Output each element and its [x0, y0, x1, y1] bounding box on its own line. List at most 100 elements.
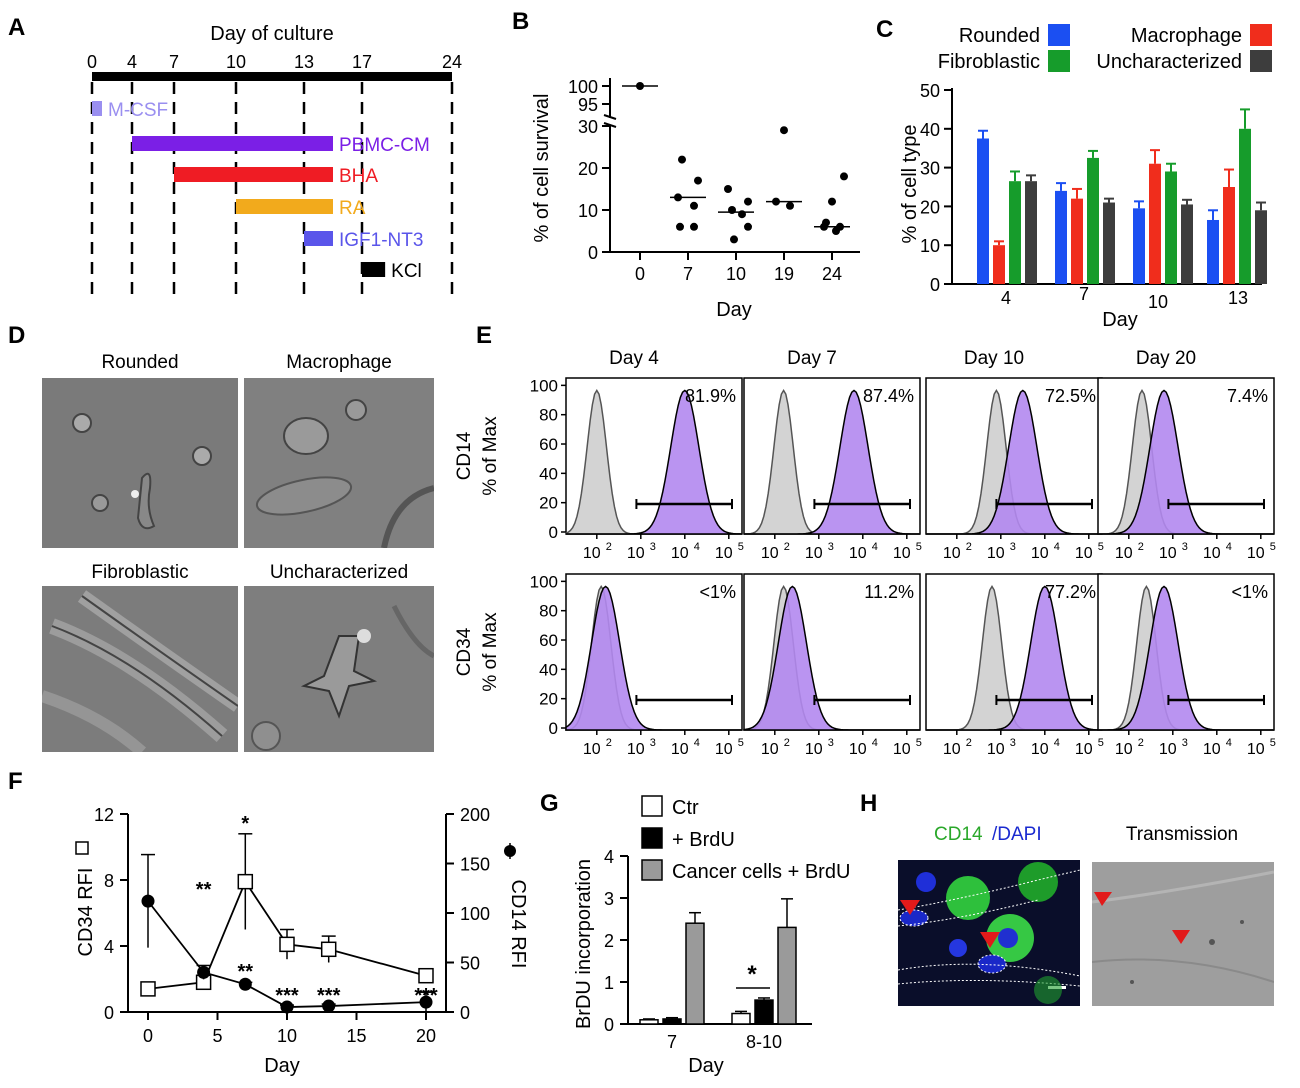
micrograph-fibroblastic-image	[42, 586, 238, 752]
rfi-significance-label: **	[196, 879, 212, 901]
flow-x-tick-label: 10	[715, 741, 733, 758]
flow-stained-histogram	[565, 585, 742, 731]
celltype-bar	[1087, 157, 1099, 284]
flow-x-tick-label: 10	[761, 741, 779, 758]
flow-x-tick-label: 10	[849, 741, 867, 758]
survival-point	[786, 201, 794, 210]
celltype-bar	[1055, 190, 1067, 284]
treatment-label: KCl	[391, 261, 422, 282]
treatment-label: IGF1-NT3	[339, 230, 423, 251]
legend-macrophage-swatch	[1250, 24, 1272, 46]
flow-x-tick-exponent: 2	[1138, 541, 1144, 553]
timeline-tick-label: 10	[226, 52, 246, 72]
brdu-x-axis-title: Day	[688, 1055, 724, 1077]
legend-rounded-swatch	[1048, 24, 1070, 46]
flow-percent-label: 87.4%	[863, 386, 914, 406]
flow-x-tick-exponent: 4	[1226, 737, 1232, 749]
flow-stained-histogram	[744, 389, 920, 535]
flow-y-tick-label: 60	[539, 631, 558, 650]
celltype-bar	[1133, 208, 1145, 284]
treatment-bar-m-csf	[92, 101, 102, 116]
panel-label-e: E	[476, 322, 493, 349]
flow-x-tick-label: 10	[1031, 741, 1049, 758]
rfi-x-tick-label: 10	[277, 1026, 297, 1046]
flow-x-tick-label: 10	[1203, 741, 1221, 758]
flow-x-tick-exponent: 5	[1098, 737, 1104, 749]
flow-x-tick-exponent: 5	[1270, 737, 1276, 749]
celltype-bar	[1149, 163, 1161, 284]
celltype-bar	[1165, 171, 1177, 284]
legend-uncharacterized-swatch	[1250, 50, 1272, 72]
rfi-cd14-point	[280, 1000, 294, 1014]
flow-x-tick-exponent: 3	[1010, 541, 1016, 553]
flow-x-tick-label: 10	[627, 545, 645, 562]
flow-x-tick-label: 10	[987, 741, 1005, 758]
flow-x-tick-exponent: 3	[1010, 737, 1016, 749]
timeline-tick-label: 7	[169, 52, 179, 72]
rfi-series-line	[147, 879, 427, 990]
flow-x-tick-exponent: 2	[966, 541, 972, 553]
celltype-bar	[1025, 181, 1037, 284]
flow-x-tick-exponent: 2	[606, 737, 612, 749]
flow-x-tick-exponent: 2	[1138, 737, 1144, 749]
brdu-bar	[754, 999, 774, 1025]
celltype-y-axis-title: % of cell type	[899, 125, 921, 244]
flow-percent-label: 11.2%	[864, 582, 914, 602]
celltype-bar	[977, 138, 989, 284]
flow-x-tick-label: 10	[987, 545, 1005, 562]
flow-x-tick-exponent: 2	[606, 541, 612, 553]
flow-column-title: Day 7	[787, 348, 837, 369]
brdu-legend-swatch	[641, 859, 663, 881]
celltype-y-tick-label: 10	[920, 236, 940, 256]
panel-label-a: A	[8, 14, 26, 41]
celltype-bar	[1181, 204, 1193, 284]
rfi-right-tick-label: 50	[460, 954, 480, 974]
timeline-tick-label: 17	[352, 52, 372, 72]
rfi-cd14-point	[419, 995, 433, 1009]
flow-x-tick-label: 10	[1075, 741, 1093, 758]
brdu-significance-star: *	[747, 961, 757, 988]
flow-row-ylabel: % of Max	[480, 612, 501, 692]
micrograph-rounded	[42, 378, 238, 548]
brdu-legend-label: Ctr	[672, 797, 699, 819]
celltype-y-tick-label: 20	[920, 197, 940, 217]
celltype-bar	[1071, 198, 1083, 284]
panel-label-f: F	[8, 768, 23, 795]
rfi-x-tick-label: 0	[143, 1026, 153, 1046]
flow-x-tick-label: 10	[1247, 741, 1265, 758]
brdu-legend-swatch	[641, 827, 663, 849]
flow-stained-histogram	[566, 389, 743, 535]
brdu-bar	[662, 1018, 682, 1025]
celltype-x-tick-label: 13	[1228, 288, 1248, 308]
flow-x-tick-exponent: 2	[784, 541, 790, 553]
fluorescence-image	[898, 860, 1080, 1006]
rfi-x-tick-label: 5	[212, 1026, 222, 1046]
survival-y-axis-title: % of cell survival	[531, 94, 553, 243]
treatment-bar-kcl	[362, 262, 386, 277]
brdu-x-tick-label: 7	[667, 1032, 677, 1052]
flow-x-tick-exponent: 3	[828, 737, 834, 749]
rfi-x-tick-label: 20	[416, 1026, 436, 1046]
flow-x-tick-exponent: 4	[872, 737, 878, 749]
panel-label-d: D	[8, 322, 26, 349]
survival-point	[676, 222, 684, 231]
flow-x-tick-label: 10	[1115, 741, 1133, 758]
flow-x-tick-label: 10	[1075, 545, 1093, 562]
survival-y-tick-label: 30	[578, 117, 598, 137]
flow-y-tick-label: 60	[539, 435, 558, 454]
flow-percent-label: <1%	[1231, 582, 1268, 602]
flow-x-tick-exponent: 3	[1182, 541, 1188, 553]
panel-label-b: B	[512, 8, 530, 35]
flow-y-tick-label: 100	[530, 572, 558, 591]
brdu-bar	[685, 922, 705, 1025]
micrograph-uncharacterized	[244, 586, 434, 752]
fluorescence-title-cd14: CD14	[934, 824, 983, 845]
timeline-tick-label: 0	[87, 52, 97, 72]
legend-uncharacterized-label: Uncharacterized	[1096, 51, 1242, 73]
flow-histogram-frame	[925, 573, 1103, 731]
flow-x-tick-label: 10	[1159, 545, 1177, 562]
micrograph-macrophage-image	[244, 378, 434, 548]
treatment-bar-bha	[174, 167, 333, 182]
flow-x-tick-label: 10	[1159, 741, 1177, 758]
